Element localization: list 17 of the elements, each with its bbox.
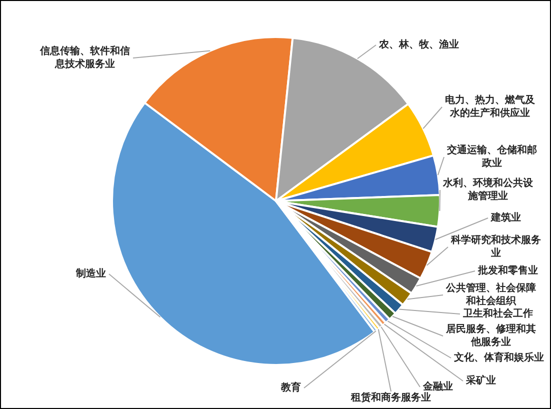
slice-label: 电力、热力、燃气及水的生产和供应业 — [445, 94, 536, 120]
slice-label: 教育 — [280, 382, 301, 394]
slice-label: 公共管理、社会保障和社会组织 — [445, 282, 536, 308]
slice-label: 文化、体育和娱乐业 — [453, 352, 544, 364]
slice-label: 采矿业 — [465, 374, 496, 387]
slice-label: 制造业 — [75, 268, 106, 280]
slice-label: 科学研究和技术服务业 — [450, 234, 541, 260]
slice-label: 批发和零售业 — [477, 264, 538, 277]
slice-label: 信息传输、软件和信息技术服务业 — [39, 45, 130, 70]
slice-label: 卫生和社会工作 — [462, 308, 533, 320]
slice-label: 农、林、牧、渔业 — [378, 38, 459, 51]
slice-label: 金融业 — [422, 380, 453, 393]
slice-label: 建筑业 — [490, 212, 521, 224]
slice-label: 水利、环境和公共设施管理业 — [442, 177, 534, 202]
slice-label: 租赁和商务服务业 — [350, 392, 431, 404]
slice-label: 交通运输、仓储和邮政业 — [446, 144, 537, 170]
slice-label: 居民服务、修理和其他服务业 — [445, 323, 536, 348]
